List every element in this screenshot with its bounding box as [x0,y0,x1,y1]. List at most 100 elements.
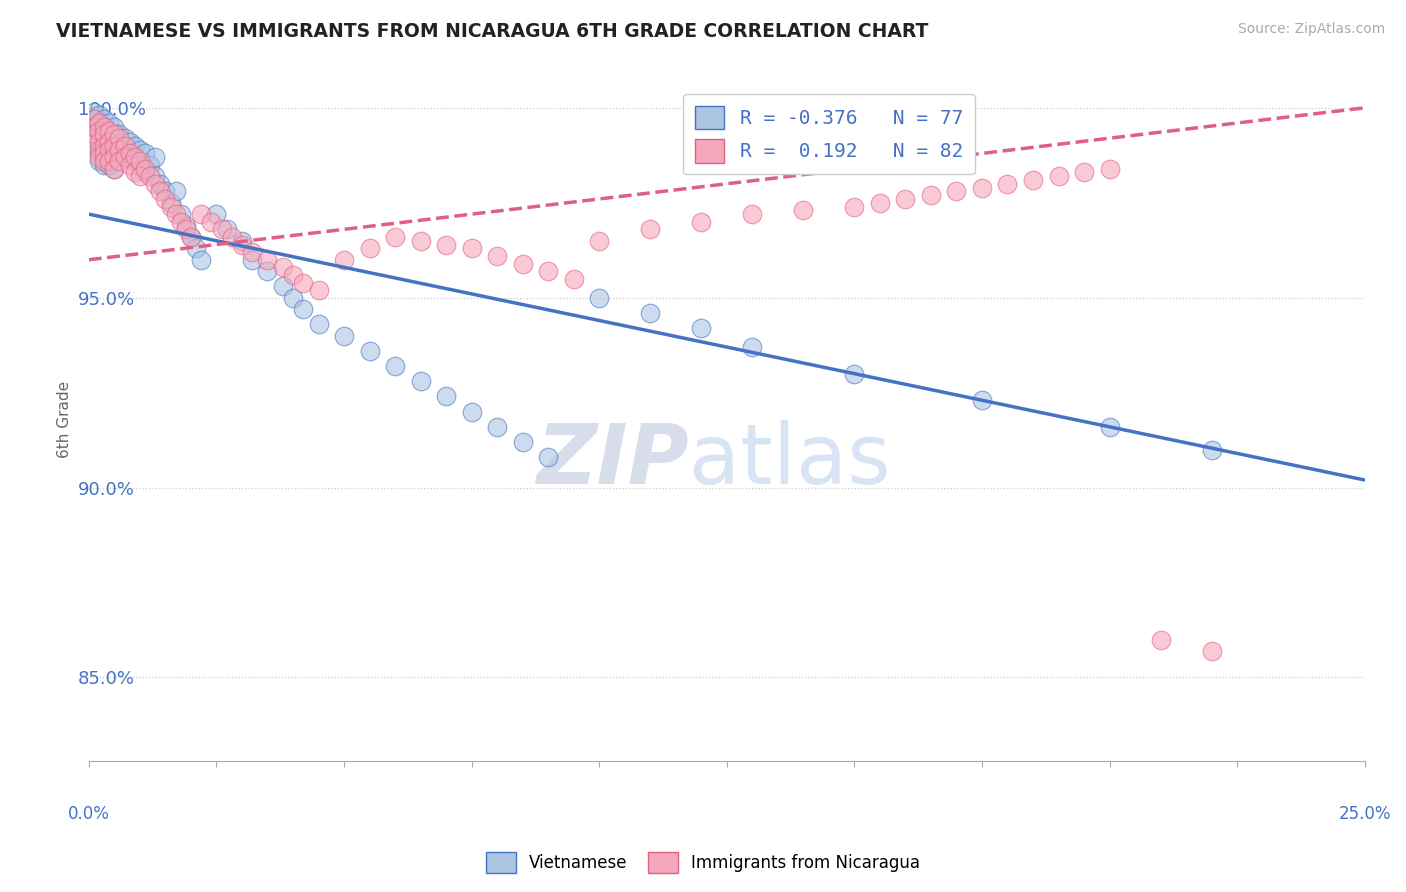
Point [155,185,177,199]
Point [87,138,110,153]
Point [231,237,253,252]
Point [486,249,509,263]
Point [83,120,105,134]
Point [83,120,105,134]
Point [690,215,713,229]
Point [512,256,534,270]
Text: Source: ZipAtlas.com: Source: ZipAtlas.com [1237,22,1385,37]
Point [93,120,115,134]
Point [945,185,967,199]
Point [108,143,131,157]
Point [184,241,207,255]
Point [170,207,193,221]
Point [690,321,713,335]
Point [562,271,585,285]
Point [180,230,202,244]
Point [128,169,150,184]
Point [87,128,110,142]
Point [98,135,121,149]
Point [134,165,156,179]
Point [1098,420,1121,434]
Point [165,185,187,199]
Point [333,252,356,267]
Point [143,177,166,191]
Point [792,203,814,218]
Point [1022,173,1045,187]
Point [108,150,131,164]
Point [180,230,202,244]
Point [165,207,187,221]
Point [143,150,166,164]
Point [271,260,294,275]
Point [87,116,110,130]
Point [221,230,243,244]
Point [83,112,105,127]
Point [333,328,356,343]
Point [741,207,763,221]
Point [124,138,146,153]
Point [87,135,110,149]
Point [98,146,121,161]
Point [143,169,166,184]
Point [512,435,534,450]
Point [87,116,110,130]
Point [98,135,121,149]
Point [486,420,509,434]
Point [170,215,193,229]
Point [638,306,661,320]
Point [98,143,121,157]
Point [108,153,131,168]
Point [139,169,162,184]
Point [103,128,125,142]
Point [240,252,263,267]
Point [103,161,125,176]
Point [87,150,110,164]
Point [588,291,610,305]
Point [460,241,482,255]
Point [292,302,315,317]
Point [844,200,866,214]
Point [103,150,125,164]
Point [114,146,136,161]
Point [894,192,917,206]
Point [118,158,141,172]
Point [281,268,304,282]
Point [103,131,125,145]
Point [83,128,105,142]
Point [920,188,942,202]
Point [118,150,141,164]
Point [970,393,993,408]
Point [98,123,121,137]
Point [205,207,228,221]
Point [970,180,993,194]
Text: 0.0%: 0.0% [67,805,110,823]
Point [159,195,181,210]
Point [93,158,115,172]
Point [588,234,610,248]
Point [83,112,105,127]
Point [134,161,156,176]
Point [93,128,115,142]
Text: ZIP: ZIP [536,420,689,500]
Point [114,150,136,164]
Point [98,158,121,172]
Point [1073,165,1095,179]
Point [87,108,110,122]
Point [134,146,156,161]
Point [114,138,136,153]
Point [108,128,131,142]
Point [103,138,125,153]
Text: atlas: atlas [689,420,890,500]
Point [200,215,222,229]
Point [174,219,197,233]
Point [114,131,136,145]
Point [271,279,294,293]
Point [93,143,115,157]
Point [359,343,381,358]
Point [190,207,212,221]
Point [434,389,457,403]
Point [103,138,125,153]
Point [281,291,304,305]
Point [240,245,263,260]
Point [93,153,115,168]
